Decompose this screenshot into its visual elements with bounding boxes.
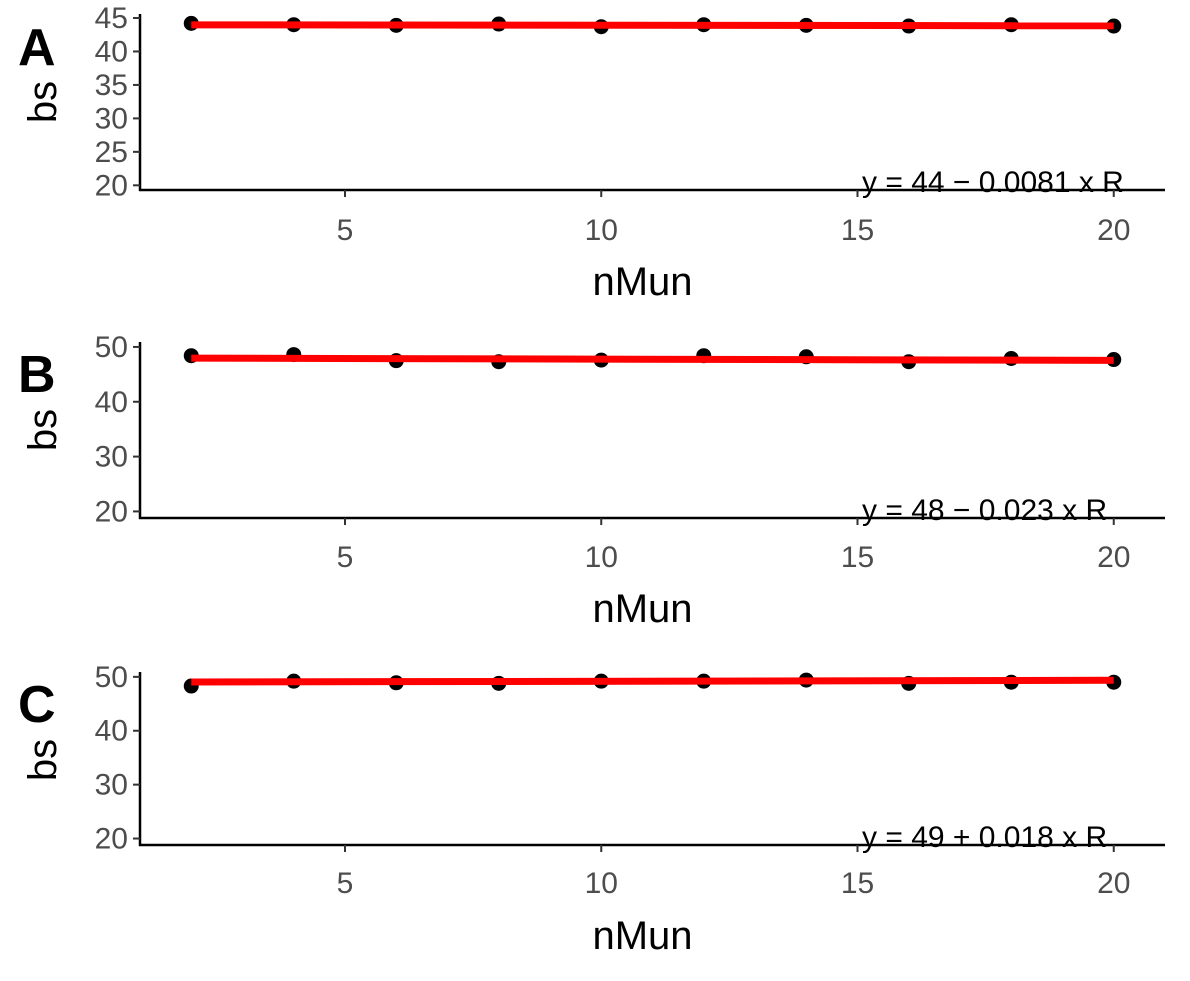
y-tick-label: 45 <box>95 2 128 35</box>
y-tick-label: 40 <box>95 715 128 748</box>
x-tick-label: 10 <box>585 867 618 900</box>
panel-letter: A <box>18 19 56 77</box>
y-axis-title: bs <box>21 739 65 781</box>
x-axis-title: nMun <box>592 260 692 304</box>
y-tick-label: 25 <box>95 136 128 169</box>
x-tick-label: 15 <box>841 214 874 247</box>
y-axis-title: bs <box>21 409 65 451</box>
x-tick-label: 20 <box>1097 541 1130 574</box>
y-axis-title: bs <box>21 81 65 123</box>
x-tick-label: 10 <box>585 541 618 574</box>
fit-line <box>191 676 1114 686</box>
x-tick-label: 5 <box>337 867 354 900</box>
regression-equation: y = 44 − 0.0081 x R <box>862 166 1124 199</box>
y-tick-label: 30 <box>95 441 128 474</box>
x-axis-title: nMun <box>592 914 692 958</box>
y-tick-label: 35 <box>95 69 128 102</box>
x-tick-label: 10 <box>585 214 618 247</box>
y-tick-label: 20 <box>95 495 128 528</box>
x-tick-label: 15 <box>841 867 874 900</box>
y-tick-label: 20 <box>95 169 128 202</box>
x-tick-label: 20 <box>1097 867 1130 900</box>
y-tick-label: 20 <box>95 823 128 856</box>
y-tick-label: 30 <box>95 102 128 135</box>
panel-b: Bbs 20 30 40 50 5 10 15 20 nMun y = 48 − 0.023 x R <box>18 331 1165 631</box>
x-axis-title: nMun <box>592 587 692 631</box>
x-tick-label: 20 <box>1097 214 1130 247</box>
panel-letter: B <box>18 346 56 404</box>
regression-equation: y = 49 + 0.018 x R <box>862 821 1107 854</box>
x-tick-label: 5 <box>337 541 354 574</box>
x-tick-label: 5 <box>337 214 354 247</box>
panel-letter: C <box>18 676 56 734</box>
regression-equation: y = 48 − 0.023 x R <box>862 494 1107 527</box>
y-tick-label: 40 <box>95 386 128 419</box>
fit-line <box>191 354 1114 364</box>
fit-line <box>191 21 1114 30</box>
y-tick-label: 50 <box>95 661 128 694</box>
panel-c: Cbs 20 30 40 50 5 10 15 20 nMun y = 49 + 0.018 x R <box>18 661 1165 958</box>
y-tick-label: 30 <box>95 769 128 802</box>
y-tick-label: 40 <box>95 35 128 68</box>
y-tick-label: 50 <box>95 331 128 364</box>
x-tick-label: 15 <box>841 541 874 574</box>
